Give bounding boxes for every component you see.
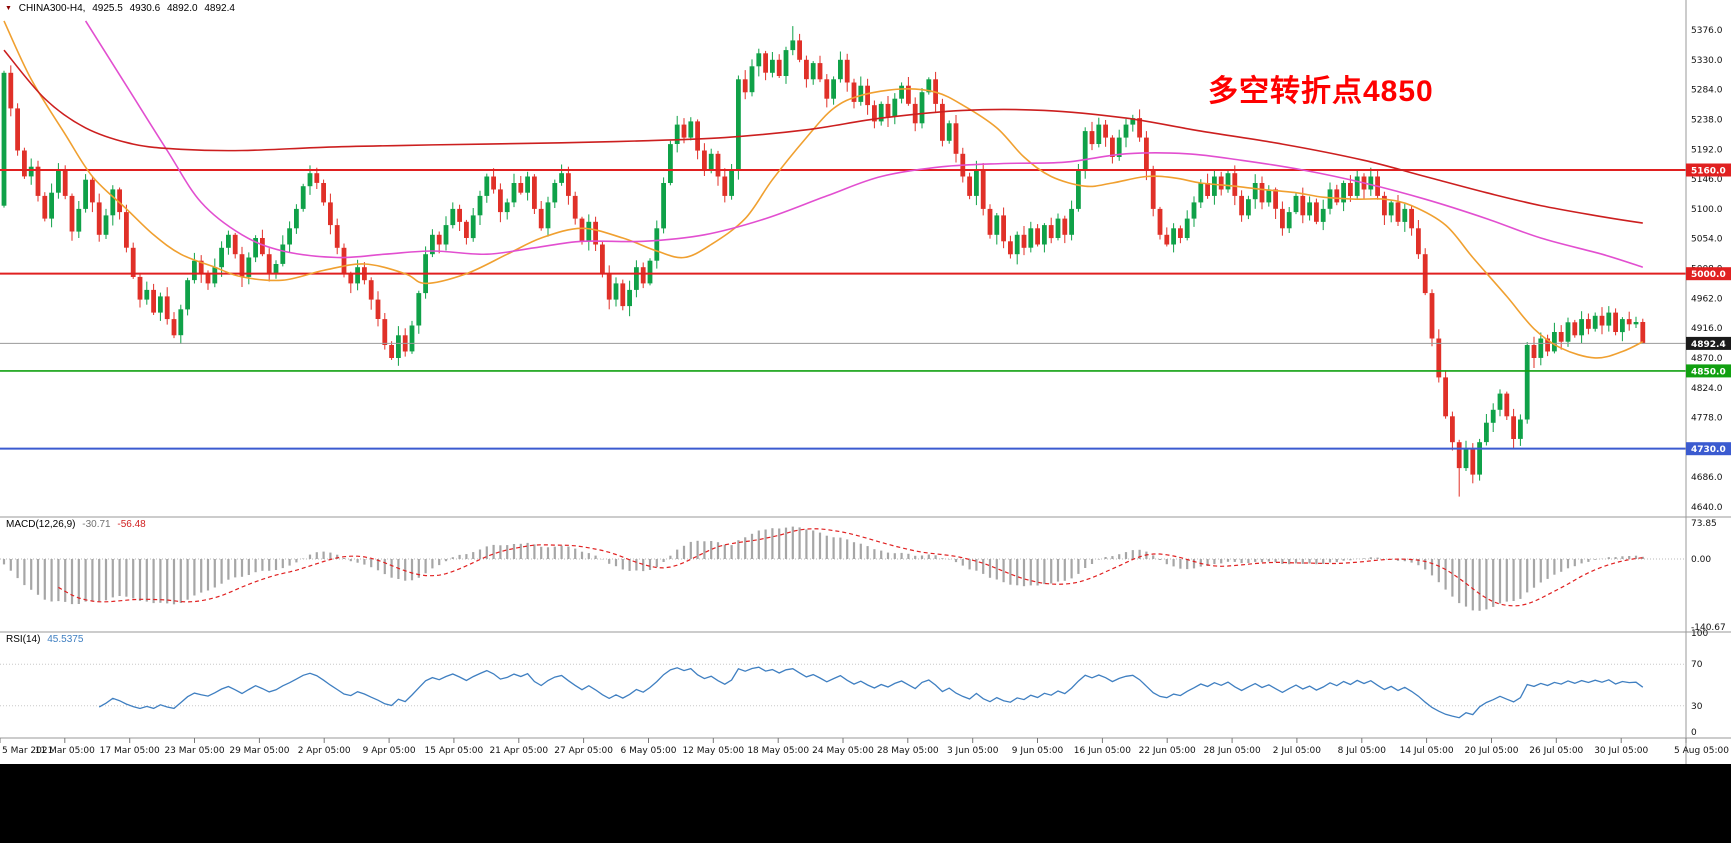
svg-text:5000.0: 5000.0 <box>1691 270 1726 280</box>
time-axis-label: 17 Mar 05:00 <box>100 746 160 756</box>
level-badge-5160.0: 5160.0 <box>1686 163 1731 177</box>
price-tick-label: 5376.0 <box>1691 26 1723 36</box>
price-tick-label: 4962.0 <box>1691 294 1723 304</box>
bar-high-value: 4930.6 <box>129 3 161 14</box>
macd-signal-line <box>58 528 1643 607</box>
symbol-name: CHINA300-H4, <box>18 3 86 14</box>
macd-indicator-label: MACD(12,26,9) -30.71 -56.48 <box>6 519 150 530</box>
price-tick-label: 4916.0 <box>1691 324 1723 334</box>
rsi-axis-label: 0 <box>1691 728 1697 738</box>
rsi-line <box>98 666 1644 719</box>
time-axis-label: 5 Mar 2021 <box>2 746 53 756</box>
macd-value-signal: -56.48 <box>117 519 146 530</box>
symbol-marker-icon: ▼ <box>5 5 12 12</box>
time-axis-label: 11 Mar 05:00 <box>35 746 95 756</box>
svg-text:5160.0: 5160.0 <box>1691 167 1726 177</box>
svg-text:4730.0: 4730.0 <box>1691 445 1726 455</box>
time-axis-label: 8 Jul 05:00 <box>1338 746 1387 756</box>
level-badge-4730.0: 4730.0 <box>1686 442 1731 456</box>
time-axis-label: 14 Jul 05:00 <box>1400 746 1454 756</box>
rsi-name: RSI(14) <box>6 634 41 645</box>
price-tick-label: 4870.0 <box>1691 354 1723 364</box>
rsi-axis-label: 70 <box>1691 660 1703 670</box>
rsi-axis-label: 30 <box>1691 702 1703 712</box>
macd-name: MACD(12,26,9) <box>6 519 76 530</box>
price-tick-label: 5054.0 <box>1691 235 1723 245</box>
rsi-axis-label: 100 <box>1691 629 1708 639</box>
bar-open-value: 4925.5 <box>92 3 123 14</box>
time-axis-label: 20 Jul 05:00 <box>1465 746 1519 756</box>
bottom-black-bar <box>0 764 1731 843</box>
ma-fast-orange-line <box>3 20 1644 359</box>
price-tick-label: 4824.0 <box>1691 384 1723 394</box>
time-axis-label: 2 Jul 05:00 <box>1273 746 1322 756</box>
svg-text:4892.4: 4892.4 <box>1691 340 1726 350</box>
bar-close-value: 4892.4 <box>204 3 235 14</box>
time-axis-label: 3 Jun 05:00 <box>947 746 999 756</box>
time-axis-label: 6 May 05:00 <box>621 746 677 756</box>
price-tick-label: 5330.0 <box>1691 56 1723 66</box>
current-price-badge: 4892.4 <box>1686 336 1731 350</box>
time-axis-label: 28 Jun 05:00 <box>1204 746 1261 756</box>
price-tick-label: 5100.0 <box>1691 205 1723 215</box>
time-axis-label: 29 Mar 05:00 <box>229 746 289 756</box>
time-axis-label: 21 Apr 05:00 <box>489 746 548 756</box>
ma-mid-magenta-line <box>84 20 1644 268</box>
time-axis-label: 5 Aug 05:00 <box>1674 746 1729 756</box>
level-badge-5000.0: 5000.0 <box>1686 267 1731 281</box>
time-axis-label: 15 Apr 05:00 <box>425 746 484 756</box>
macd-value-main: -30.71 <box>82 519 111 530</box>
macd-axis-label: 0.00 <box>1691 555 1711 565</box>
time-axis-label: 27 Apr 05:00 <box>554 746 613 756</box>
time-axis-label: 18 May 05:00 <box>747 746 809 756</box>
macd-histogram <box>2 526 1644 611</box>
time-axis-label: 23 Mar 05:00 <box>164 746 224 756</box>
rsi-indicator-label: RSI(14) 45.5375 <box>6 634 87 645</box>
time-axis-label: 2 Apr 05:00 <box>298 746 351 756</box>
level-badge-4850.0: 4850.0 <box>1686 364 1731 378</box>
time-axis-label: 12 May 05:00 <box>682 746 744 756</box>
symbol-header: ▼ CHINA300-H4, 4925.5 4930.6 4892.0 4892… <box>5 3 239 14</box>
annotation-text: 多空转折点4850 <box>1208 75 1434 108</box>
time-axis-label: 16 Jun 05:00 <box>1074 746 1131 756</box>
price-tick-label: 5192.0 <box>1691 145 1723 155</box>
bar-low-value: 4892.0 <box>166 3 198 14</box>
time-axis-label: 22 Jun 05:00 <box>1139 746 1196 756</box>
svg-text:4850.0: 4850.0 <box>1691 367 1726 377</box>
rsi-value: 45.5375 <box>47 634 84 645</box>
time-axis-label: 26 Jul 05:00 <box>1529 746 1583 756</box>
time-axis-label: 28 May 05:00 <box>877 746 939 756</box>
ma-slow-red-line <box>3 49 1643 224</box>
price-tick-label: 5238.0 <box>1691 115 1723 125</box>
time-axis-label: 30 Jul 05:00 <box>1594 746 1648 756</box>
price-tick-label: 4640.0 <box>1691 503 1723 513</box>
price-tick-label: 5284.0 <box>1691 86 1723 96</box>
time-axis-label: 24 May 05:00 <box>812 746 874 756</box>
price-tick-label: 4686.0 <box>1691 473 1723 483</box>
macd-axis-label: -140.67 <box>1691 623 1726 633</box>
time-axis-label: 9 Jun 05:00 <box>1012 746 1064 756</box>
price-tick-label: 4778.0 <box>1691 414 1723 424</box>
time-axis-label: 9 Apr 05:00 <box>363 746 416 756</box>
macd-axis-label: 73.85 <box>1691 519 1717 529</box>
price-tick-label: 5146.0 <box>1691 175 1723 185</box>
